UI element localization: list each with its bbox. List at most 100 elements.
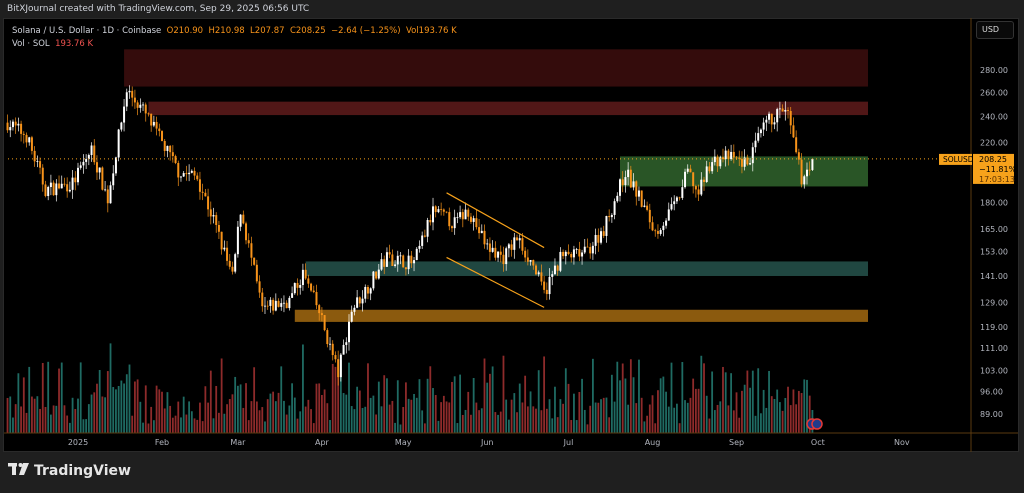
tradingview-logo[interactable]: TradingView (8, 463, 131, 479)
candle-body (361, 298, 364, 304)
volume-bar (55, 405, 58, 433)
volume-bar (58, 368, 60, 433)
volume-bar (299, 411, 302, 433)
volume-label[interactable]: Vol · SOL (12, 39, 50, 49)
volume-bar (754, 415, 757, 433)
currency-button[interactable]: USD (976, 21, 1014, 39)
candle-body (280, 303, 283, 307)
volume-bar (665, 391, 667, 433)
candle-body (675, 197, 678, 202)
candle-body (293, 283, 296, 294)
candle-body (499, 251, 502, 255)
candle-body (524, 250, 527, 258)
time-tick-label: 2025 (68, 438, 88, 447)
volume-bar (158, 389, 161, 433)
volume-bar (797, 390, 800, 433)
candle-body (724, 150, 727, 160)
candle-body (345, 342, 348, 345)
candle-body (179, 176, 182, 178)
volume-bar (345, 394, 348, 433)
volume-bar (63, 405, 66, 433)
candle-body (320, 313, 323, 316)
candle-body (20, 123, 23, 134)
volume-bar (713, 410, 716, 433)
volume-bar (410, 399, 413, 433)
candle-body (472, 218, 475, 222)
volume-bar (646, 415, 648, 433)
volume-bar (212, 418, 215, 433)
volume-bar (529, 391, 532, 433)
symbol-title[interactable]: Solana / U.S. Dollar · 1D · Coinbase (12, 26, 162, 36)
volume-bar (489, 373, 491, 433)
candle-body (619, 179, 621, 196)
volume-bar (657, 390, 659, 433)
volume-bar (781, 410, 784, 433)
candle-body (586, 246, 589, 248)
candle-body (125, 92, 128, 107)
candle-body (453, 217, 456, 229)
candle-body (594, 234, 597, 246)
candle-body (621, 179, 624, 186)
candle-body (63, 183, 66, 185)
volume-bar (518, 383, 521, 433)
candle-body (177, 162, 180, 178)
time-tick-label: Sep (729, 438, 744, 447)
volume-bar (581, 378, 583, 433)
volume-bar (106, 371, 109, 433)
volume-bar (445, 401, 448, 433)
volume-bar (610, 374, 613, 433)
price-tick-label: 89.00 (980, 410, 1003, 419)
candle-body (564, 251, 567, 257)
candle-body (629, 169, 632, 188)
candle-body (39, 161, 42, 168)
symbol-tag-bg (939, 153, 972, 165)
volume-bar (659, 378, 662, 433)
volume-bar (795, 404, 798, 433)
candle-body (247, 240, 250, 244)
chart-credit: BitXJournal created with TradingView.com… (7, 4, 310, 14)
volume-bar (597, 402, 600, 433)
volume-bar (274, 401, 277, 433)
volume-bar (521, 402, 524, 433)
candle-body (342, 344, 345, 355)
candle-body (467, 209, 470, 217)
volume-bar (293, 397, 296, 433)
candle-body (133, 97, 136, 103)
candle-body (545, 289, 548, 295)
candle-body (548, 276, 551, 295)
candle-body (47, 187, 50, 197)
volume-bar (96, 383, 98, 433)
candle-body (234, 254, 237, 272)
candle-body (421, 235, 424, 246)
candle-body (610, 214, 613, 218)
volume-bar (115, 389, 117, 433)
candle-body (469, 216, 472, 222)
candle-body (478, 227, 481, 234)
candle-body (58, 183, 61, 189)
candle-body (705, 166, 708, 182)
candle-body (613, 201, 616, 215)
volume-bar (423, 423, 426, 433)
zone-support-teal (305, 261, 868, 276)
volume-bar (708, 418, 711, 433)
volume-bar (134, 381, 136, 433)
candle-body (304, 269, 307, 279)
candle-body (11, 121, 14, 128)
candle-body (754, 140, 757, 148)
volume-bar (326, 403, 329, 433)
candle-body (14, 121, 17, 126)
candle-body (738, 157, 741, 159)
candle-body (749, 163, 752, 165)
volume-bar (364, 406, 367, 433)
candle-body (543, 281, 546, 290)
volume-bar (350, 406, 353, 433)
volume-bar (169, 405, 172, 433)
candle-body (784, 109, 787, 112)
volume-bar (589, 405, 592, 433)
candle-body (635, 181, 638, 197)
candle-body (66, 184, 69, 192)
volume-bar (510, 399, 513, 433)
candle-body (681, 187, 684, 198)
chart-panel[interactable] (3, 18, 1019, 452)
